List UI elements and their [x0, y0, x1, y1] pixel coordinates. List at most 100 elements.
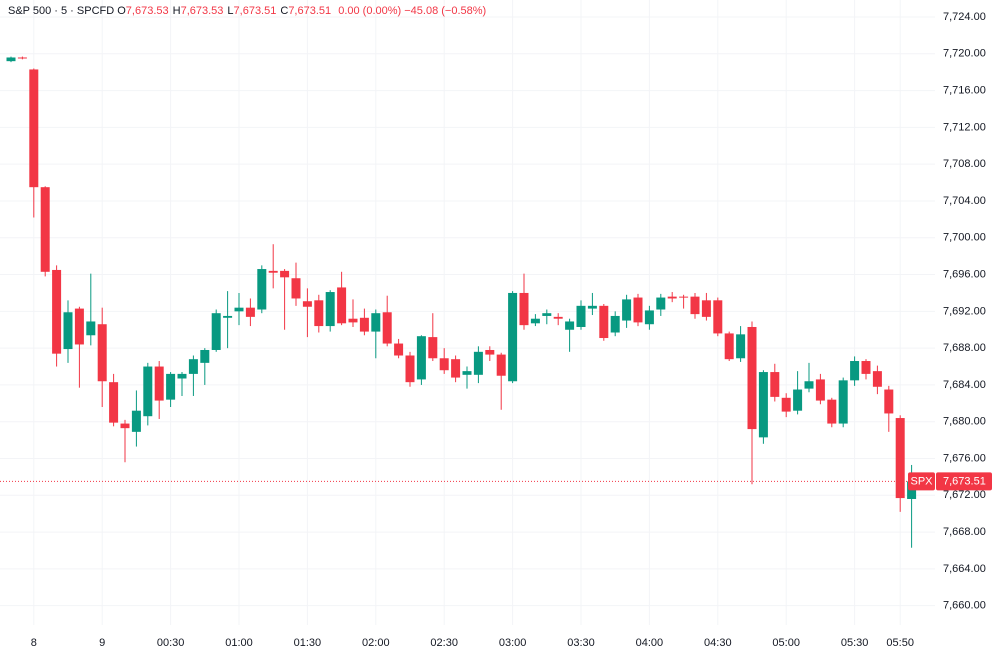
candle-body: [257, 269, 267, 310]
candle-body: [166, 373, 176, 400]
candle-body: [508, 292, 518, 382]
candle-body: [188, 359, 198, 374]
candle-body: [770, 372, 780, 397]
candle-body: [838, 380, 848, 424]
y-tick-label: 7,720.00: [943, 48, 986, 60]
candle-body: [850, 361, 860, 381]
candle-body: [109, 382, 119, 423]
candle-body: [63, 312, 73, 350]
y-tick-label: 7,712.00: [943, 121, 986, 133]
x-tick-label: 02:30: [430, 637, 458, 649]
y-tick-label: 7,668.00: [943, 526, 986, 538]
candle-body: [861, 361, 871, 374]
candle-body: [576, 305, 586, 327]
candle-body: [485, 349, 495, 355]
candle-body: [884, 389, 894, 414]
x-tick-label: 05:30: [841, 637, 869, 649]
x-tick-label: 05:00: [772, 637, 800, 649]
x-tick-label: 03:00: [499, 637, 527, 649]
y-tick-label: 7,700.00: [943, 232, 986, 244]
candle-body: [793, 389, 803, 411]
candle-body: [337, 287, 347, 324]
candle-body: [815, 379, 825, 401]
ohlc-value: 7,673.51: [233, 5, 277, 17]
candle-body: [542, 313, 552, 316]
ohlc-key: H: [172, 5, 181, 17]
candle-body: [633, 297, 643, 323]
candle-body: [758, 372, 768, 438]
candle-body: [701, 300, 711, 317]
candle-body: [724, 333, 734, 360]
x-tick-label: 02:00: [362, 637, 390, 649]
x-tick-label: 05:50: [886, 637, 914, 649]
change-total: −45.08 (−0.58%): [404, 5, 487, 17]
candle-body: [234, 307, 244, 312]
candle-body: [371, 313, 381, 332]
x-tick-label: 8: [31, 637, 37, 649]
candle-body: [644, 310, 654, 325]
y-tick-label: 7,660.00: [943, 600, 986, 612]
candle-body: [131, 410, 141, 432]
ohlc: O7,673.53 H7,673.53 L7,673.51 C7,673.51: [117, 5, 335, 17]
x-tick-label: 00:30: [157, 637, 185, 649]
candle-body: [781, 397, 791, 412]
y-tick-label: 7,672.00: [943, 489, 986, 501]
y-tick-label: 7,676.00: [943, 452, 986, 464]
candle-body: [86, 321, 96, 336]
candle-body: [451, 359, 461, 378]
candle-body: [143, 366, 153, 417]
candle-body: [268, 270, 278, 273]
candle-body: [325, 292, 335, 327]
candle-body: [200, 349, 210, 363]
candle-body: [154, 366, 164, 401]
y-tick-label: 7,724.00: [943, 11, 986, 23]
candle-body: [405, 355, 415, 383]
candle-body: [74, 308, 84, 345]
symbol-badge: [908, 472, 935, 491]
candle-body: [177, 373, 187, 379]
y-tick-label: 7,692.00: [943, 305, 986, 317]
candle-body: [382, 312, 392, 344]
candle-body: [679, 296, 689, 298]
candle-body: [519, 292, 529, 326]
symbol-badge-text: SPX: [910, 475, 933, 487]
symbol[interactable]: S&P 500 · 5 · SPCFD: [8, 5, 115, 17]
candle-body: [359, 317, 369, 332]
candle-body: [553, 316, 563, 319]
candle-body: [827, 399, 837, 424]
legend: S&P 500 · 5 · SPCFD O7,673.53 H7,673.53 L7…: [8, 5, 486, 17]
ohlc-key: O: [117, 5, 126, 17]
candle-body: [52, 269, 62, 354]
candle-body: [610, 315, 620, 333]
change: 0.00 (0.00%): [338, 5, 402, 17]
candle-body: [97, 324, 107, 382]
candle-body: [223, 315, 233, 318]
candle-body: [17, 57, 27, 59]
candle-body: [314, 300, 324, 327]
candle-body: [29, 69, 39, 188]
candle-body: [40, 187, 50, 272]
candle-body: [747, 326, 757, 430]
price-badge: [936, 472, 992, 491]
candle-body: [302, 301, 312, 307]
candle-body: [245, 307, 255, 317]
candle-body: [587, 305, 597, 309]
candle-body: [804, 381, 814, 389]
candle-body: [565, 321, 575, 330]
candle-body: [291, 278, 301, 299]
y-tick-label: 7,716.00: [943, 85, 986, 97]
y-tick-label: 7,704.00: [943, 195, 986, 207]
x-tick-label: 03:30: [567, 637, 595, 649]
ohlc-key: C: [280, 5, 289, 17]
candle-body: [120, 423, 130, 429]
ohlc-value: 7,673.51: [288, 5, 332, 17]
y-tick-label: 7,708.00: [943, 158, 986, 170]
y-tick-label: 7,688.00: [943, 342, 986, 354]
candle-body: [530, 318, 540, 324]
candle-body: [462, 371, 472, 375]
candle-body: [656, 297, 666, 310]
y-tick-label: 7,696.00: [943, 268, 986, 280]
candle-body: [667, 296, 677, 299]
